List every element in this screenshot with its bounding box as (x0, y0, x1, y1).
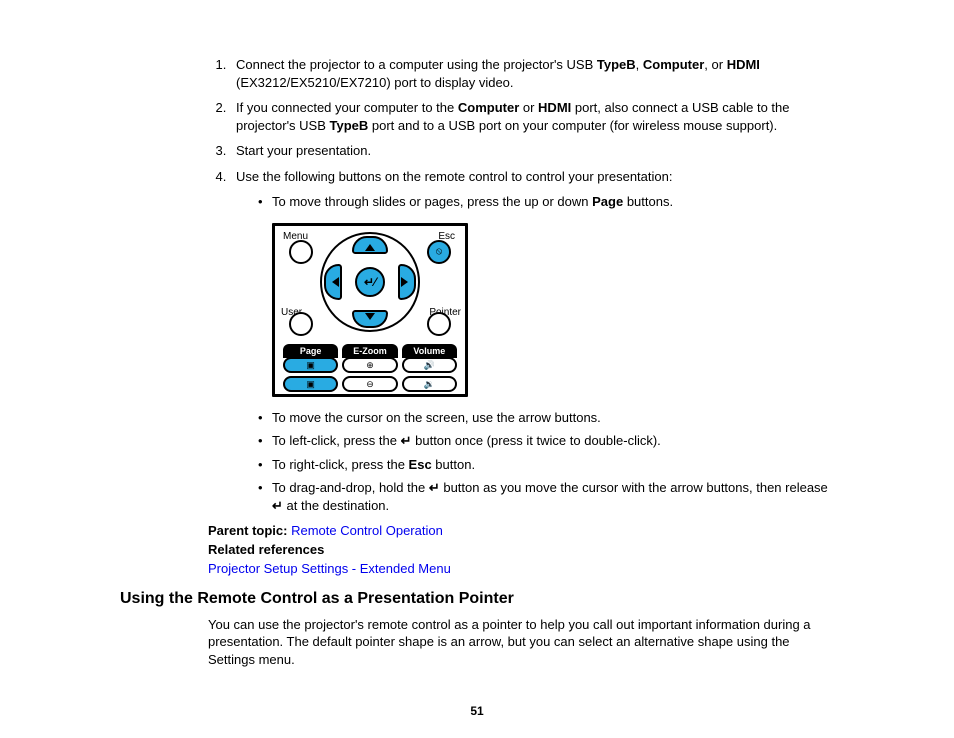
remote-button-row-2: ▣ ⊖ 🔉 (283, 376, 457, 392)
step-3-text: Start your presentation. (236, 143, 371, 158)
parent-topic-row: Parent topic: Remote Control Operation (208, 523, 834, 538)
step-2: If you connected your computer to the Co… (230, 99, 834, 134)
page-number: 51 (0, 704, 954, 718)
bullet-1-bold: Page (592, 194, 623, 209)
enter-icon: ↵⁄ (364, 274, 376, 290)
remote-zoom-out-button: ⊖ (342, 376, 397, 392)
related-references-label: Related references (208, 542, 834, 557)
remote-arrow-left (324, 264, 342, 300)
bullet-4-a: To right-click, press the (272, 457, 409, 472)
remote-esc-button: ⦸ (427, 240, 451, 264)
remote-page-down-button: ▣ (283, 376, 338, 392)
arrow-up-icon (365, 244, 375, 251)
step-2-bold-typeb: TypeB (330, 118, 369, 133)
section-heading: Using the Remote Control as a Presentati… (120, 590, 834, 608)
remote-enter-button: ↵⁄ (355, 267, 385, 297)
bullet-3-b: button once (press it twice to double-cl… (412, 433, 661, 448)
remote-user-button (289, 312, 313, 336)
bullet-left-click: To left-click, press the ↵ button once (… (258, 432, 834, 450)
bullet-2-text: To move the cursor on the screen, use th… (272, 410, 601, 425)
bullet-drag-drop: To drag-and-drop, hold the ↵ button as y… (258, 479, 834, 514)
step-1-text-c: , (636, 57, 643, 72)
arrow-right-icon (401, 277, 408, 287)
bullet-5-b: button as you move the cursor with the a… (440, 480, 828, 495)
bullet-right-click: To right-click, press the Esc button. (258, 456, 834, 474)
remote-zoom-in-button: ⊕ (342, 357, 397, 373)
related-reference-link-row: Projector Setup Settings - Extended Menu (208, 561, 834, 576)
volume-down-icon: 🔉 (424, 378, 435, 390)
bullet-page-buttons: To move through slides or pages, press t… (258, 193, 834, 397)
volume-up-icon: 🔊 (424, 359, 435, 371)
remote-page-up-button: ▣ (283, 357, 338, 373)
step-2-text-g: port and to a USB port on your computer … (368, 118, 777, 133)
bullet-5-c: at the destination. (283, 498, 389, 513)
remote-button-row-1: ▣ ⊕ 🔊 (283, 357, 457, 373)
section-body: You can use the projector's remote contr… (208, 616, 834, 669)
esc-icon: ⦸ (436, 245, 443, 259)
step-1-bold-computer: Computer (643, 57, 704, 72)
remote-volume-down-button: 🔉 (402, 376, 457, 392)
bullet-4-c: button. (432, 457, 475, 472)
remote-arrow-up (352, 236, 388, 254)
bullet-1-a: To move through slides or pages, press t… (272, 194, 592, 209)
instruction-ordered-list: Connect the projector to a computer usin… (120, 56, 834, 515)
step-3: Start your presentation. (230, 142, 834, 160)
remote-menu-button (289, 240, 313, 264)
parent-topic-link[interactable]: Remote Control Operation (291, 523, 443, 538)
enter-glyph-icon: ↵ (401, 433, 412, 448)
step-2-bold-computer: Computer (458, 100, 519, 115)
remote-control-diagram: Menu Esc User Pointer ⦸ (272, 223, 468, 397)
bullet-5-a: To drag-and-drop, hold the (272, 480, 429, 495)
page-down-icon: ▣ (306, 378, 315, 390)
bullet-1-c: buttons. (623, 194, 673, 209)
remote-arrow-right (398, 264, 416, 300)
related-reference-link[interactable]: Projector Setup Settings - Extended Menu (208, 561, 451, 576)
step-1: Connect the projector to a computer usin… (230, 56, 834, 91)
step-2-text-c: or (519, 100, 538, 115)
step-4-text: Use the following buttons on the remote … (236, 169, 672, 184)
step-1-bold-hdmi: HDMI (727, 57, 760, 72)
parent-topic-label: Parent topic: (208, 523, 291, 538)
step-1-text-g: (EX3212/EX5210/EX7210) port to display v… (236, 75, 514, 90)
arrow-down-icon (365, 313, 375, 320)
zoom-in-icon: ⊕ (366, 359, 374, 371)
enter-glyph-icon-2: ↵ (429, 480, 440, 495)
enter-glyph-icon-3: ↵ (272, 498, 283, 513)
step-4: Use the following buttons on the remote … (230, 168, 834, 515)
step-1-text-e: , or (704, 57, 726, 72)
step-1-text-a: Connect the projector to a computer usin… (236, 57, 597, 72)
zoom-out-icon: ⊖ (366, 378, 374, 390)
remote-nav-ring: ↵⁄ (320, 232, 420, 332)
document-page: Connect the projector to a computer usin… (0, 0, 954, 708)
bullet-3-a: To left-click, press the (272, 433, 401, 448)
parent-topic-block: Parent topic: Remote Control Operation R… (208, 523, 834, 576)
remote-pointer-button (427, 312, 451, 336)
page-up-icon: ▣ (306, 359, 315, 371)
step-2-text-a: If you connected your computer to the (236, 100, 458, 115)
bullet-4-bold: Esc (409, 457, 432, 472)
remote-arrow-down (352, 310, 388, 328)
bullet-cursor-arrows: To move the cursor on the screen, use th… (258, 409, 834, 427)
remote-volume-up-button: 🔊 (402, 357, 457, 373)
remote-control-figure: Menu Esc User Pointer ⦸ (272, 223, 834, 397)
step-1-bold-typeb: TypeB (597, 57, 636, 72)
arrow-left-icon (332, 277, 339, 287)
step-4-sublist: To move through slides or pages, press t… (236, 193, 834, 514)
step-2-bold-hdmi: HDMI (538, 100, 571, 115)
